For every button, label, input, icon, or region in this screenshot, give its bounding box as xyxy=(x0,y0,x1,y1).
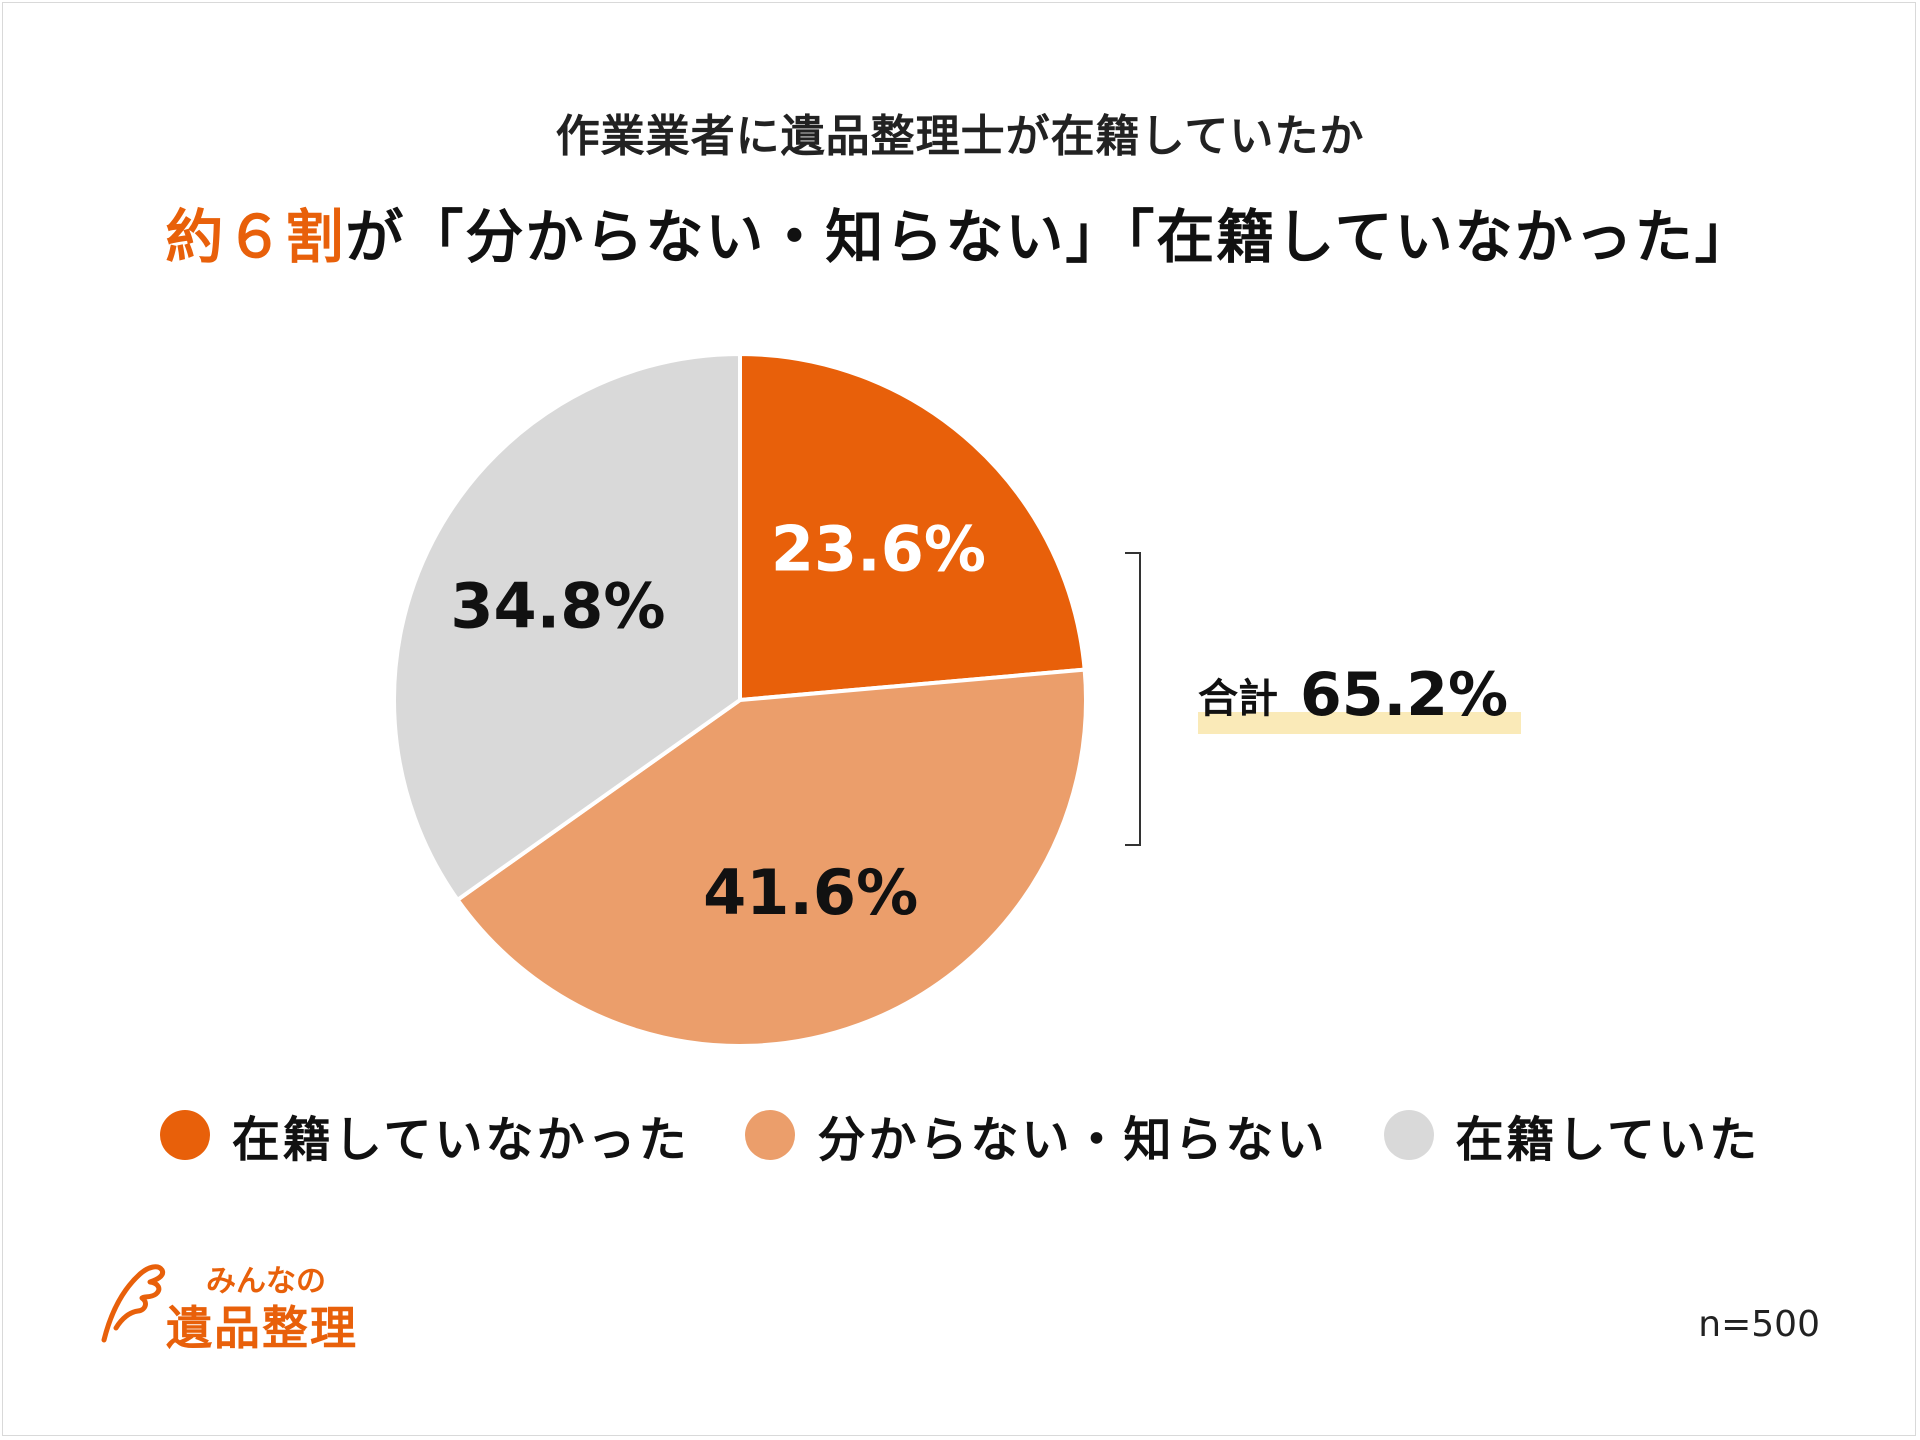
slice-value-label: 23.6% xyxy=(771,512,986,585)
legend-label: 在籍していなかった xyxy=(231,1112,690,1168)
logo-small-text: みんなの xyxy=(206,1264,326,1299)
legend-swatch xyxy=(745,1110,796,1160)
total-highlight xyxy=(1198,712,1521,734)
headline-rest: が「分からない・知らない」「在籍していなかった」 xyxy=(345,203,1755,271)
chart-headline: 約６割が「分からない・知らない」「在籍していなかった」 xyxy=(0,190,1920,274)
slice-value-label: 34.8% xyxy=(450,569,665,642)
slice-value-label: 41.6% xyxy=(703,856,918,929)
headline-accent: 約６割 xyxy=(165,203,346,271)
pie-slice xyxy=(738,352,1087,702)
logo-big-text: 遺品整理 xyxy=(166,1301,358,1355)
brand-logo: みんなの 遺品整理 xyxy=(98,1256,398,1355)
total-annotation: 合計 65.2% xyxy=(1198,660,1508,730)
legend-item: 在籍していた xyxy=(1383,1100,1761,1170)
legend-item: 在籍していなかった xyxy=(159,1100,690,1170)
legend-swatch xyxy=(1383,1110,1434,1160)
legend-label: 在籍していた xyxy=(1455,1112,1761,1168)
legend-swatch xyxy=(159,1110,210,1160)
total-bracket xyxy=(1125,552,1141,846)
legend-item: 分からない・知らない xyxy=(745,1100,1327,1170)
sample-size: n=500 xyxy=(1698,1304,1820,1345)
total-value: 65.2% xyxy=(1300,660,1509,730)
pie-slice xyxy=(392,352,742,902)
pie-slice xyxy=(455,667,1088,1048)
chart-title: 作業業者に遺品整理士が在籍していたか xyxy=(555,111,1365,162)
wing-icon xyxy=(101,1264,166,1343)
chart-legend: 在籍していなかった 分からない・知らない 在籍していた xyxy=(0,1100,1920,1170)
legend-label: 分からない・知らない xyxy=(817,1112,1328,1168)
total-label: 合計 xyxy=(1198,676,1278,722)
